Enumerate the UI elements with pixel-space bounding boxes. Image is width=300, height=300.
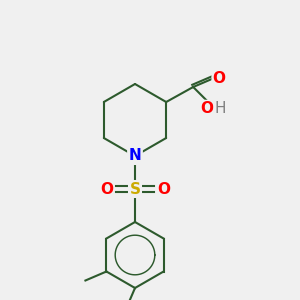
- Text: N: N: [129, 148, 141, 164]
- Text: S: S: [130, 182, 140, 196]
- Text: O: O: [100, 182, 113, 196]
- Text: O: O: [212, 70, 225, 86]
- Text: O: O: [157, 182, 170, 196]
- Text: H: H: [214, 100, 226, 116]
- Text: O: O: [200, 100, 213, 116]
